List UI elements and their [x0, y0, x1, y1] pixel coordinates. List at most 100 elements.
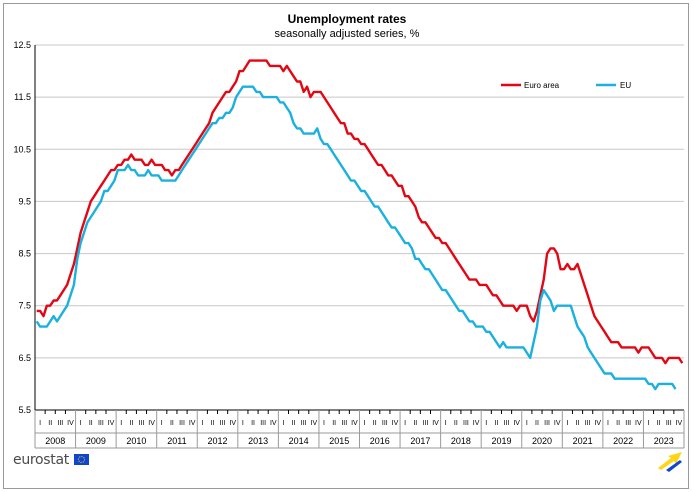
quarter-tick-label: IV	[189, 420, 196, 427]
quarter-tick-label: IV	[676, 420, 683, 427]
quarter-tick-label: I	[607, 420, 609, 427]
y-tick-label: 6.5	[18, 353, 31, 363]
quarter-tick-label: III	[301, 420, 307, 427]
quarter-tick-label: II	[48, 420, 52, 427]
quarter-tick-label: I	[80, 420, 82, 427]
y-tick-label: 9.5	[18, 196, 31, 206]
quarter-tick-label: I	[485, 420, 487, 427]
year-tick-label: 2011	[167, 436, 186, 446]
quarter-tick-label: II	[535, 420, 539, 427]
quarter-tick-label: IV	[473, 420, 480, 427]
year-tick-label: 2012	[208, 436, 228, 446]
year-tick-label: 2017	[410, 436, 430, 446]
eu-stars-icon	[78, 456, 85, 463]
quarter-tick-label: II	[657, 420, 661, 427]
quarter-tick-label: IV	[432, 420, 439, 427]
year-tick-label: 2013	[248, 436, 268, 446]
quarter-tick-label: IV	[635, 420, 642, 427]
chart-title: Unemployment rates	[288, 12, 407, 26]
quarter-tick-label: III	[544, 420, 550, 427]
quarter-tick-label: IV	[554, 420, 561, 427]
quarter-tick-label: I	[526, 420, 528, 427]
quarter-tick-label: II	[89, 420, 93, 427]
quarter-tick-label: IV	[392, 420, 399, 427]
eurostat-logo-text: eurostat	[13, 452, 70, 468]
year-tick-label: 2009	[86, 436, 106, 446]
year-tick-label: 2015	[329, 436, 349, 446]
quarter-tick-label: IV	[67, 420, 74, 427]
quarter-tick-label: III	[585, 420, 591, 427]
quarter-tick-label: II	[332, 420, 336, 427]
y-tick-label: 11.5	[14, 92, 31, 102]
quarter-tick-label: III	[382, 420, 388, 427]
y-tick-label: 12.5	[13, 40, 31, 50]
quarter-tick-label: IV	[108, 420, 115, 427]
quarter-tick-label: IV	[513, 420, 520, 427]
y-tick-label: 8.5	[18, 249, 31, 259]
quarter-tick-label: IV	[229, 420, 236, 427]
y-tick-label: 7.5	[18, 301, 31, 311]
legend-label-euro-area: Euro area	[524, 81, 560, 90]
year-tick-label: 2014	[289, 436, 309, 446]
series-line-eu	[35, 85, 677, 391]
series-lines	[35, 59, 684, 391]
quarter-tick-label: II	[616, 420, 620, 427]
quarter-tick-label: IV	[148, 420, 155, 427]
chart-subtitle: seasonally adjusted series, %	[275, 28, 420, 40]
quarter-tick-label: III	[504, 420, 510, 427]
quarter-tick-label: IV	[351, 420, 358, 427]
year-tick-label: 2008	[45, 436, 65, 446]
year-tick-label: 2023	[654, 436, 674, 446]
quarter-tick-label: II	[292, 420, 296, 427]
quarter-tick-label: I	[445, 420, 447, 427]
series-line-euro-area	[36, 59, 684, 365]
year-tick-label: 2021	[573, 436, 593, 446]
quarter-tick-label: I	[39, 420, 41, 427]
quarter-tick-label: IV	[594, 420, 601, 427]
quarter-tick-label: I	[566, 420, 568, 427]
year-tick-label: 2022	[613, 436, 633, 446]
quarter-tick-label: II	[373, 420, 377, 427]
quarter-tick-label: III	[625, 420, 631, 427]
quarter-tick-label: II	[494, 420, 498, 427]
year-tick-label: 2020	[532, 436, 552, 446]
eu-flag-icon	[74, 454, 89, 465]
quarter-tick-label: I	[201, 420, 203, 427]
gridlines	[35, 44, 684, 411]
quarter-tick-label: II	[129, 420, 133, 427]
legend: Euro area EU	[501, 81, 631, 90]
quarter-tick-label: III	[57, 420, 63, 427]
quarter-tick-label: IV	[311, 420, 318, 427]
quarter-tick-label: II	[211, 420, 215, 427]
quarter-tick-label: III	[98, 420, 104, 427]
y-tick-label: 5.5	[18, 405, 31, 415]
quarter-tick-label: I	[364, 420, 366, 427]
quarter-tick-label: III	[179, 420, 185, 427]
quarter-tick-label: I	[161, 420, 163, 427]
y-tick-label: 10.5	[13, 144, 31, 154]
quarter-tick-label: I	[282, 420, 284, 427]
brand-mark-icon	[658, 452, 682, 472]
quarter-tick-label: II	[454, 420, 458, 427]
quarter-tick-label: I	[323, 420, 325, 427]
quarter-tick-label: II	[576, 420, 580, 427]
chart-frame	[3, 3, 689, 489]
eurostat-logo: eurostat	[13, 452, 89, 468]
year-tick-label: 2010	[126, 436, 146, 446]
legend-label-eu: EU	[620, 81, 631, 90]
quarter-tick-label: II	[251, 420, 255, 427]
quarter-tick-label: I	[242, 420, 244, 427]
quarter-tick-label: IV	[270, 420, 277, 427]
quarter-tick-label: II	[413, 420, 417, 427]
quarter-tick-label: I	[404, 420, 406, 427]
quarter-tick-label: I	[648, 420, 650, 427]
quarter-tick-label: III	[341, 420, 347, 427]
quarter-tick-label: I	[120, 420, 122, 427]
quarter-tick-label: II	[170, 420, 174, 427]
quarter-tick-label: III	[422, 420, 428, 427]
quarter-tick-label: III	[260, 420, 266, 427]
year-tick-label: 2019	[491, 436, 511, 446]
quarter-tick-label: III	[139, 420, 145, 427]
